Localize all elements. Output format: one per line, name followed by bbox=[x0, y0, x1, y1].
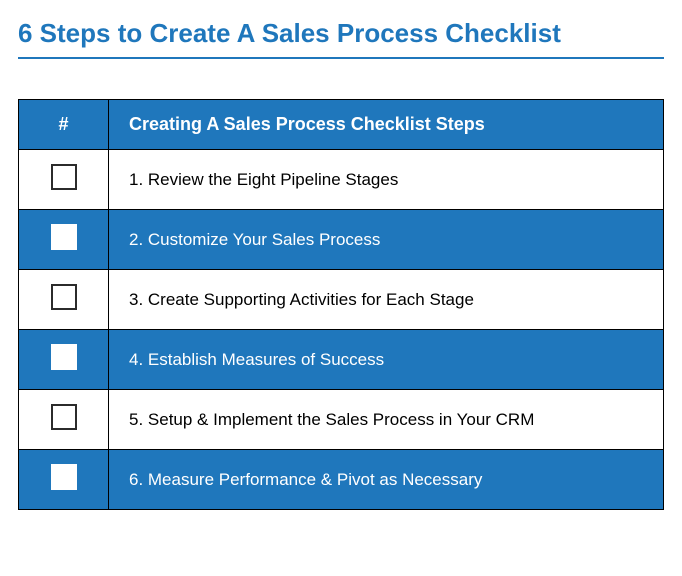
checkbox[interactable] bbox=[51, 344, 77, 370]
table-row: 4. Establish Measures of Success bbox=[19, 330, 664, 390]
header-number: # bbox=[19, 100, 109, 150]
step-cell: 6. Measure Performance & Pivot as Necess… bbox=[109, 450, 664, 510]
table-row: 5. Setup & Implement the Sales Process i… bbox=[19, 390, 664, 450]
checkbox[interactable] bbox=[51, 164, 77, 190]
checklist-table: # Creating A Sales Process Checklist Ste… bbox=[18, 99, 664, 510]
checkbox-cell bbox=[19, 390, 109, 450]
header-steps: Creating A Sales Process Checklist Steps bbox=[109, 100, 664, 150]
step-cell: 5. Setup & Implement the Sales Process i… bbox=[109, 390, 664, 450]
checkbox[interactable] bbox=[51, 284, 77, 310]
checkbox-cell bbox=[19, 330, 109, 390]
checkbox-cell bbox=[19, 210, 109, 270]
checkbox-cell bbox=[19, 150, 109, 210]
step-cell: 3. Create Supporting Activities for Each… bbox=[109, 270, 664, 330]
checkbox[interactable] bbox=[51, 464, 77, 490]
step-cell: 2. Customize Your Sales Process bbox=[109, 210, 664, 270]
checkbox[interactable] bbox=[51, 224, 77, 250]
checkbox-cell bbox=[19, 270, 109, 330]
page-title: 6 Steps to Create A Sales Process Checkl… bbox=[18, 18, 664, 49]
table-row: 2. Customize Your Sales Process bbox=[19, 210, 664, 270]
checkbox[interactable] bbox=[51, 404, 77, 430]
checkbox-cell bbox=[19, 450, 109, 510]
table-row: 3. Create Supporting Activities for Each… bbox=[19, 270, 664, 330]
step-cell: 1. Review the Eight Pipeline Stages bbox=[109, 150, 664, 210]
step-cell: 4. Establish Measures of Success bbox=[109, 330, 664, 390]
table-header-row: # Creating A Sales Process Checklist Ste… bbox=[19, 100, 664, 150]
table-row: 6. Measure Performance & Pivot as Necess… bbox=[19, 450, 664, 510]
checklist-body: 1. Review the Eight Pipeline Stages2. Cu… bbox=[19, 150, 664, 510]
title-underline bbox=[18, 57, 664, 59]
table-row: 1. Review the Eight Pipeline Stages bbox=[19, 150, 664, 210]
